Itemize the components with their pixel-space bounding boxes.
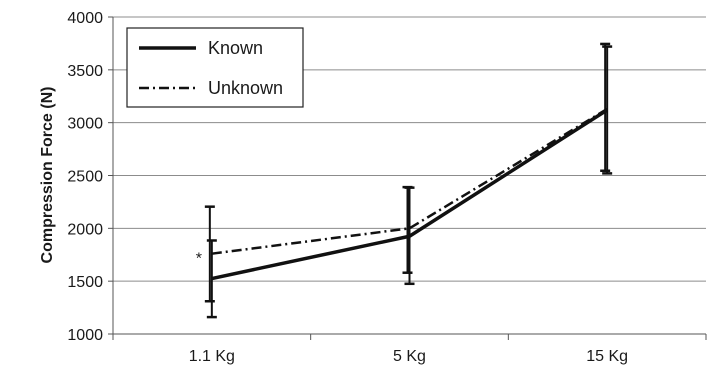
y-axis-label: Compression Force (N) (39, 87, 56, 264)
y-tick-label-4000: 4000 (67, 10, 103, 27)
y-tick-label-1000: 1000 (67, 327, 103, 344)
legend-label-known: Known (208, 38, 263, 58)
y-tick-label-2500: 2500 (67, 169, 103, 186)
annotation-0: * (196, 251, 202, 268)
y-tick-label-3500: 3500 (67, 63, 103, 80)
legend-box (126, 27, 304, 108)
series-line-unknown (211, 107, 608, 255)
y-tick-label-1500: 1500 (67, 274, 103, 291)
y-tick-label-2000: 2000 (67, 221, 103, 238)
annotations: * (196, 251, 202, 268)
legend: Known Unknown (126, 27, 304, 108)
x-tick-label-1: 5 Kg (393, 348, 426, 365)
axes: 1000 1500 2000 2500 3000 3500 4000 1.1 Kg 5 Kg 15… (67, 10, 707, 365)
x-tick-label-2: 15 Kg (586, 348, 628, 365)
legend-label-unknown: Unknown (208, 78, 283, 98)
series-lines (211, 107, 609, 281)
y-tick-label-3000: 3000 (67, 116, 103, 133)
series-line-known (211, 108, 609, 281)
x-tick-label-0: 1.1 Kg (189, 348, 235, 365)
